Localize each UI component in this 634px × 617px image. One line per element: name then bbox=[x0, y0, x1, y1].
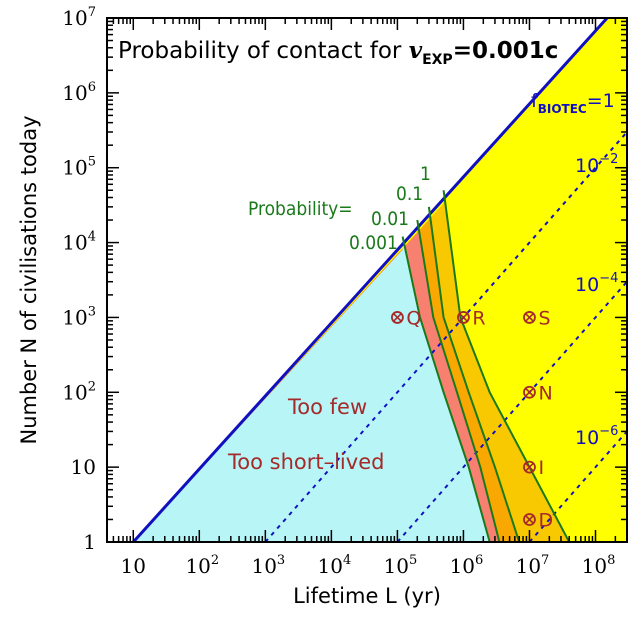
probability-contour-label: 0.1 bbox=[396, 183, 423, 205]
x-tick-label: 105 bbox=[384, 553, 418, 578]
x-tick-label: 104 bbox=[318, 553, 352, 578]
y-tick-label: 104 bbox=[62, 230, 96, 255]
y-tick-label: 102 bbox=[62, 379, 96, 404]
point-marker-cross bbox=[393, 313, 402, 322]
point-label: I bbox=[538, 457, 544, 479]
point-marker bbox=[391, 311, 404, 324]
y-axis-title: Number N of civilisations today bbox=[17, 115, 41, 444]
point-marker-cross bbox=[525, 313, 534, 322]
probability-contour-0 bbox=[401, 236, 491, 542]
y-tick-label: 10 bbox=[71, 455, 96, 479]
x-tick-label: 106 bbox=[450, 553, 484, 578]
x-tick-label: 107 bbox=[516, 553, 550, 578]
point-marker bbox=[457, 311, 470, 324]
y-tick-label: 106 bbox=[62, 80, 96, 105]
x-tick-label: 102 bbox=[185, 553, 219, 578]
fbiotec-label-2: 10−2 bbox=[575, 152, 618, 177]
plot-frame bbox=[106, 17, 628, 543]
point-marker bbox=[523, 460, 536, 474]
fbiotec-label-1: fBIOTEC=1 bbox=[531, 90, 615, 116]
chart-labels: 10 102 103 104 105 106 107 10811010210310410510… bbox=[62, 5, 618, 578]
fbiotec-line-3 bbox=[528, 430, 627, 542]
x-axis-title: Lifetime L (yr) bbox=[293, 584, 441, 608]
fbiotec-label-3: 10−4 bbox=[575, 271, 618, 296]
point-label: D bbox=[538, 509, 553, 531]
y-tick-label: 105 bbox=[62, 155, 96, 180]
y-tick-label: 103 bbox=[62, 304, 96, 329]
fbiotec-line-0 bbox=[132, 18, 609, 542]
point-marker bbox=[523, 513, 536, 526]
probability-contour-label: 1 bbox=[420, 163, 431, 185]
probability-contour-3 bbox=[442, 190, 571, 542]
point-label: S bbox=[538, 307, 550, 329]
probability-contours bbox=[401, 190, 571, 542]
civilisation-points: Q R S N I D bbox=[391, 307, 553, 531]
point-label: Q bbox=[406, 307, 421, 329]
probability-contour-label: 0.01 bbox=[371, 208, 409, 230]
point-label: N bbox=[538, 382, 552, 404]
x-tick-label: 10 bbox=[121, 554, 146, 578]
y-tick-label: 1 bbox=[83, 530, 96, 554]
probability-prefix-label: Probability= bbox=[248, 198, 353, 220]
x-tick-label: 103 bbox=[251, 553, 285, 578]
probability-contour-2 bbox=[427, 206, 521, 542]
fbiotec-line-1 bbox=[264, 131, 627, 542]
too-short-lived-label: Too short–lived bbox=[227, 450, 384, 474]
chart-title: Probability of contact for vEXP=0.001c bbox=[118, 37, 558, 68]
probability-contour-label: 0.001 bbox=[349, 232, 398, 254]
point-marker bbox=[523, 311, 536, 324]
axis-ticks bbox=[106, 17, 628, 543]
point-marker-cross bbox=[525, 462, 534, 472]
fbiotec-line-2 bbox=[396, 281, 627, 542]
point-marker-cross bbox=[459, 313, 468, 322]
fbiotec-label-4: 10−6 bbox=[575, 424, 618, 449]
too-few-label: Too few bbox=[287, 395, 367, 419]
x-tick-label: 108 bbox=[582, 553, 616, 578]
point-marker bbox=[523, 385, 536, 399]
point-marker-cross bbox=[525, 515, 534, 524]
probability-contour-1 bbox=[416, 219, 501, 542]
fbiotec-lines bbox=[132, 18, 627, 542]
point-marker-cross bbox=[525, 387, 534, 397]
point-label: R bbox=[472, 307, 485, 329]
y-tick-label: 107 bbox=[62, 5, 96, 30]
